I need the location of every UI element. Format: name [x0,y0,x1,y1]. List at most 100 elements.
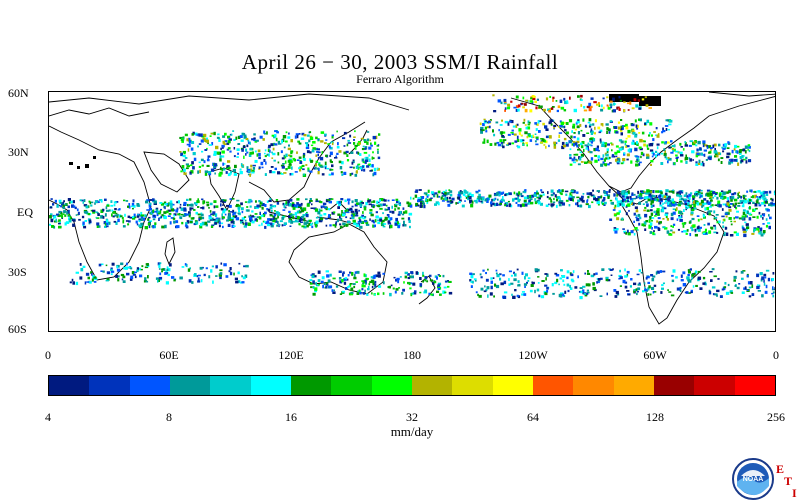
scale-swatch-3 [170,376,210,395]
rain-cell [383,203,386,206]
rain-cell [497,142,500,144]
rain-cell [80,268,83,271]
rain-cell [651,227,653,230]
rain-cell [173,221,175,224]
rain-cell [348,142,351,144]
rain-cell [595,198,598,201]
rain-cell [429,275,432,277]
rain-cell [615,295,618,298]
rain-cell [332,142,334,145]
rain-cell [509,271,512,273]
rain-cell [581,196,584,199]
rain-cell [199,162,201,164]
rain-cell [49,224,51,226]
rain-cell [650,294,652,296]
rain-cell [764,283,766,286]
rain-cell [264,153,266,155]
rain-cell [292,214,294,216]
rain-cell [449,292,452,295]
rain-cell [559,200,561,202]
rain-cell [109,209,111,211]
rain-cell [717,201,720,205]
rain-cell [641,223,644,226]
rain-cell [582,118,584,121]
rain-cell [198,275,201,277]
rain-cell [699,147,702,150]
rain-cell [518,104,521,107]
rain-cell [560,100,563,103]
rain-cell [509,121,512,123]
rain-cell [660,191,663,194]
rain-cell [591,97,594,100]
rain-cell [731,224,733,226]
rain-cell [694,229,696,232]
rain-cell [364,207,367,210]
rain-cell [485,130,487,132]
rain-cell [477,294,479,296]
rain-cell [725,227,727,229]
rain-cell [638,132,640,134]
rain-cell [692,159,694,161]
rain-cell [535,134,537,136]
rain-cell [525,203,528,206]
rain-cell [478,196,481,200]
lat-label-60n: 60N [8,86,38,101]
rain-cell [228,167,231,170]
rain-cell [252,170,255,172]
rain-cell [660,291,662,294]
rain-cell [612,98,615,102]
rain-cell [499,139,502,142]
rain-cell [289,203,292,205]
rain-cell [299,169,301,172]
rain-cell [720,157,723,159]
rain-cell [639,202,641,205]
rain-cell [374,168,376,172]
rain-cell [566,200,569,202]
rain-cell [406,202,409,205]
rain-cell [322,173,325,175]
rain-cell [722,208,724,211]
rain-cell [625,286,628,289]
rain-cell [285,161,287,164]
rain-cell [698,271,701,273]
rain-cell [517,284,520,286]
rain-cell [568,290,570,292]
rain-cell [88,277,91,280]
rain-cell [368,154,370,156]
rain-cell [684,141,686,143]
rain-cell [594,127,596,130]
rain-cell [560,202,562,204]
rain-cell [695,234,698,237]
rain-cell [64,214,66,217]
rain-cell [350,283,353,285]
rain-cell [207,204,210,207]
rain-cell [189,198,191,200]
rain-cell [700,163,702,166]
rain-cell [333,224,336,226]
rain-cell [279,224,281,226]
rain-cell [654,211,656,214]
rain-cell [270,207,273,209]
rain-cell [594,132,596,134]
rain-cell [764,198,766,201]
rain-cell [614,126,617,129]
rain-cell [604,158,606,161]
rain-cell [490,143,493,146]
rain-cell [644,287,646,289]
rain-cell [219,221,221,224]
rain-cell [59,202,62,204]
rain-cell [309,171,311,173]
rain-cell [586,133,589,135]
rain-cell [517,204,519,207]
rain-cell [350,151,353,154]
rain-cell [389,293,392,296]
rain-cell [524,276,526,279]
rain-cell [684,195,686,198]
rain-cell [586,283,589,286]
rain-cell [503,296,506,299]
rain-cell [573,143,575,146]
rain-cell [737,205,740,207]
rain-cell [576,192,578,194]
rain-cell [562,280,564,283]
rain-cell [598,278,601,281]
